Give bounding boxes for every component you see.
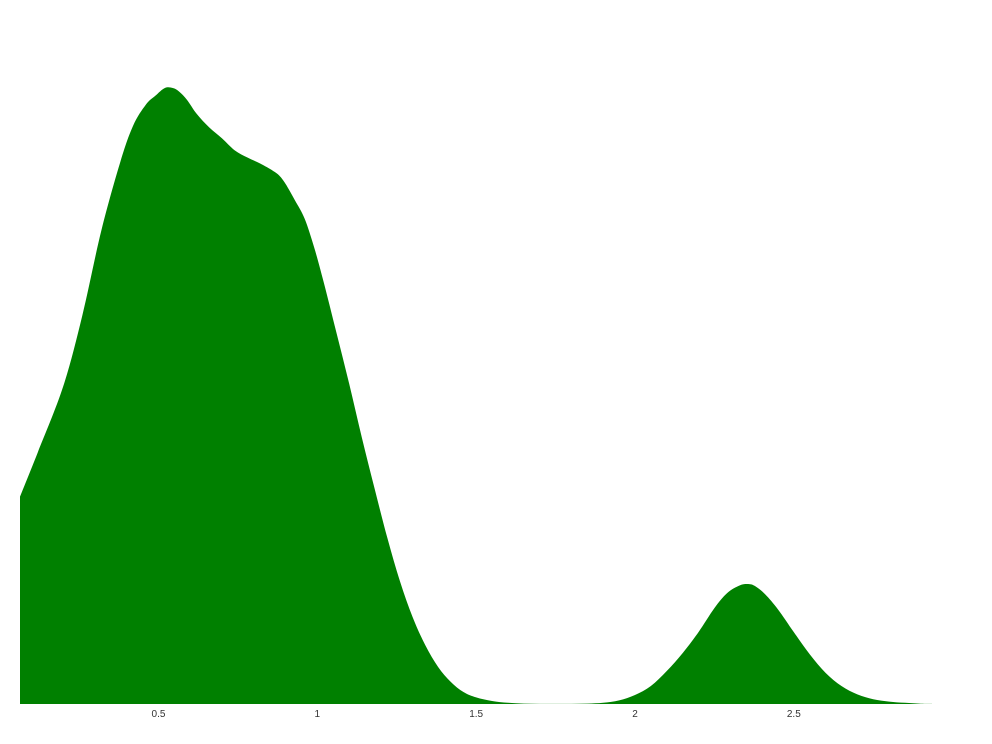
plot-area: [20, 87, 932, 704]
x-axis: 0.5 1 1.5 2 2.5: [152, 709, 802, 720]
x-tick-label: 1.5: [469, 709, 483, 720]
x-tick-label: 0.5: [152, 709, 166, 720]
density-area: [20, 87, 932, 704]
x-tick-label: 1: [315, 709, 321, 720]
x-tick-label: 2: [632, 709, 638, 720]
x-tick-label: 2.5: [787, 709, 801, 720]
